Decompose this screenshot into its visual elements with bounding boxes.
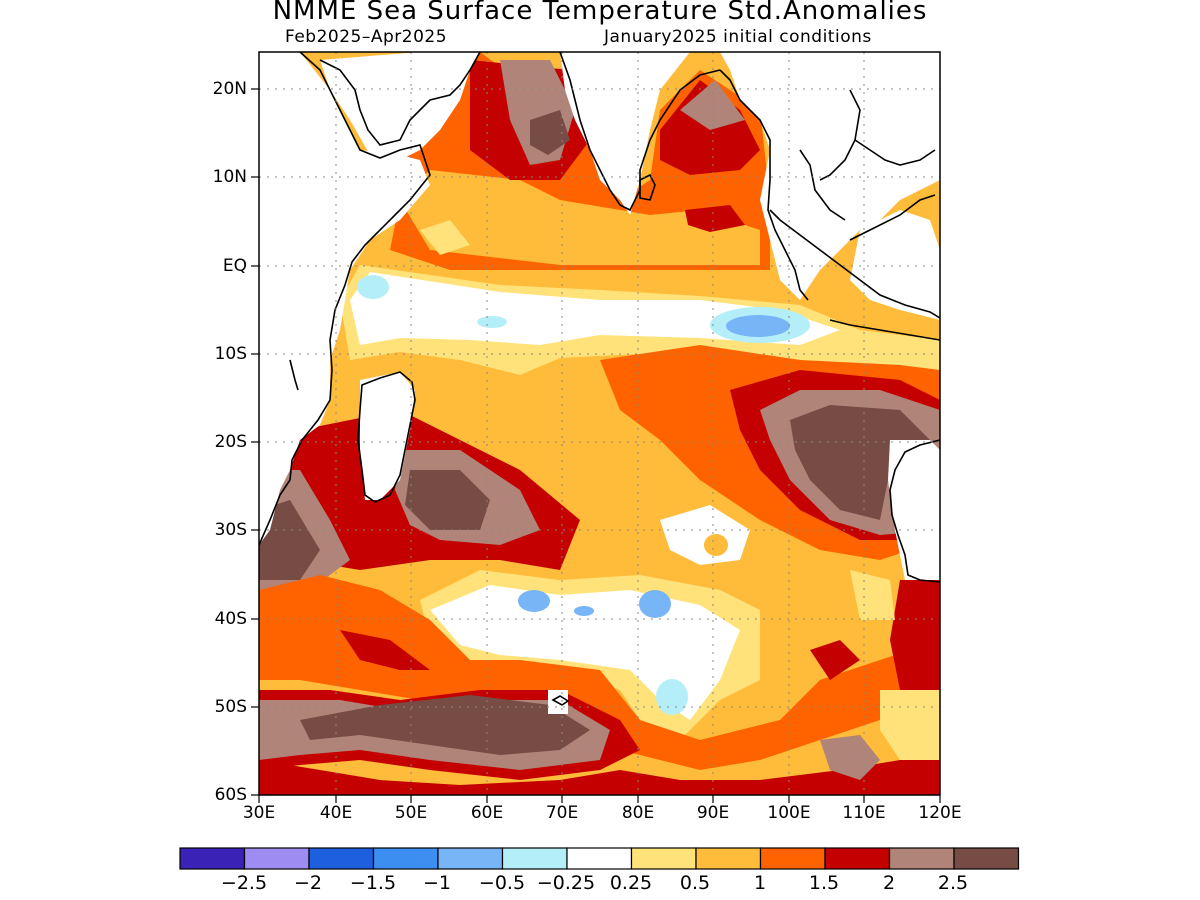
colorbar-swatch [566, 847, 633, 870]
lon-tick-label: 50E [394, 803, 428, 823]
colorbar-label: 0.25 [609, 872, 653, 894]
colorbar-label: −2 [293, 872, 322, 894]
indochina-coastline [819, 89, 861, 181]
colorbar-label: 0.5 [679, 872, 711, 894]
anomaly-region [850, 570, 895, 620]
graticule [259, 52, 940, 795]
tick-marks [251, 88, 941, 803]
arabia-land [320, 52, 480, 160]
lon-tick-label: 60E [470, 803, 504, 823]
anomaly-region [704, 534, 728, 556]
australia-coastline [889, 439, 940, 583]
colorbar-swatch [695, 847, 762, 870]
lon-tick-label: 70E [545, 803, 579, 823]
anomaly-region [530, 110, 570, 155]
anomaly-region [340, 630, 430, 670]
lon-tick-label: 120E [918, 803, 962, 823]
anomaly-region [639, 590, 671, 618]
colorbar-label: −1 [422, 872, 451, 894]
lat-tick-label: 50S [214, 697, 247, 717]
initial-conditions: January2025 initial conditions [604, 27, 872, 47]
colorbar-label: 1.5 [808, 872, 840, 894]
colorbar-label: 2.5 [937, 872, 969, 894]
borneo-land [850, 210, 940, 320]
anomaly-region [518, 590, 550, 612]
borneo-coastline [849, 194, 936, 241]
colorbar-swatch [308, 847, 375, 870]
kerguelen-coastline [551, 695, 570, 706]
anomaly-field [259, 52, 940, 795]
anomaly-region [685, 205, 745, 232]
forecast-period: Feb2025–Apr2025 [285, 27, 448, 47]
lon-tick-label: 110E [842, 803, 886, 823]
colorbar-label: −2.5 [220, 872, 268, 894]
lat-tick-label: 20S [214, 432, 247, 452]
southeast-asia-land [720, 52, 940, 300]
anomaly-region [405, 470, 490, 530]
colorbar-label: −0.25 [536, 872, 596, 894]
malay-coastline [799, 149, 846, 221]
gulf-coastline [854, 139, 936, 166]
colorbar-swatch [888, 847, 955, 870]
lat-tick-label: 60S [214, 785, 247, 805]
colorbar-swatch [630, 847, 697, 870]
india-coastline [559, 52, 721, 212]
lat-tick-label: EQ [222, 256, 247, 276]
colorbar-swatch [953, 847, 1020, 870]
colorbar-swatch [437, 847, 504, 870]
india-land [560, 52, 690, 215]
sumatra-coastline [769, 209, 940, 319]
anomaly-region [726, 315, 790, 337]
anomaly-region [810, 640, 860, 680]
colorbar [179, 847, 1020, 870]
lat-tick-label: 10N [212, 167, 247, 187]
anomaly-region [574, 606, 594, 616]
lat-tick-label: 40S [214, 609, 247, 629]
anomaly-region [820, 735, 880, 780]
myanmar-coastline [719, 69, 809, 301]
colorbar-swatch [759, 847, 826, 870]
java-coastline [829, 319, 940, 341]
anomaly-region [300, 695, 590, 755]
colorbar-swatch [824, 847, 891, 870]
coastlines [259, 52, 940, 706]
comoros-coastline [289, 359, 299, 391]
colorbar-swatch [243, 847, 310, 870]
lat-tick-label: 20N [212, 79, 247, 99]
anomaly-region [660, 505, 750, 565]
colorbar-label: 2 [882, 872, 896, 894]
colorbar-swatch [501, 847, 568, 870]
anomaly-region [477, 316, 507, 328]
anomaly-region [259, 575, 940, 770]
lon-tick-label: 30E [242, 803, 276, 823]
anomaly-region [656, 679, 688, 715]
anomaly-region [400, 170, 760, 265]
chart-title: NMME Sea Surface Temperature Std.Anomali… [272, 0, 928, 26]
lon-tick-label: 40E [319, 803, 353, 823]
lon-tick-label: 90E [696, 803, 730, 823]
colorbar-label: −1.5 [349, 872, 397, 894]
anomaly-region [259, 760, 940, 795]
lat-tick-label: 10S [214, 344, 247, 364]
anomaly-region [680, 80, 745, 130]
colorbar-label: 1 [753, 872, 767, 894]
africa-coastline [259, 52, 431, 546]
anomaly-region [420, 220, 470, 255]
lon-tick-label: 100E [767, 803, 811, 823]
lon-tick-label: 80E [621, 803, 655, 823]
colorbar-swatch [372, 847, 439, 870]
sri-lanka-coastline [639, 173, 656, 201]
madagascar-coastline [357, 371, 416, 503]
colorbar-label: −0.5 [478, 872, 526, 894]
map-frame [258, 51, 941, 796]
africa-land [259, 52, 430, 545]
anomaly-region [790, 405, 930, 520]
anomaly-region [259, 500, 320, 580]
arabia-coastline [319, 52, 481, 146]
lat-tick-label: 30S [214, 520, 247, 540]
anomaly-region [357, 275, 389, 299]
colorbar-swatch [179, 847, 246, 870]
anomaly-region [890, 580, 940, 700]
